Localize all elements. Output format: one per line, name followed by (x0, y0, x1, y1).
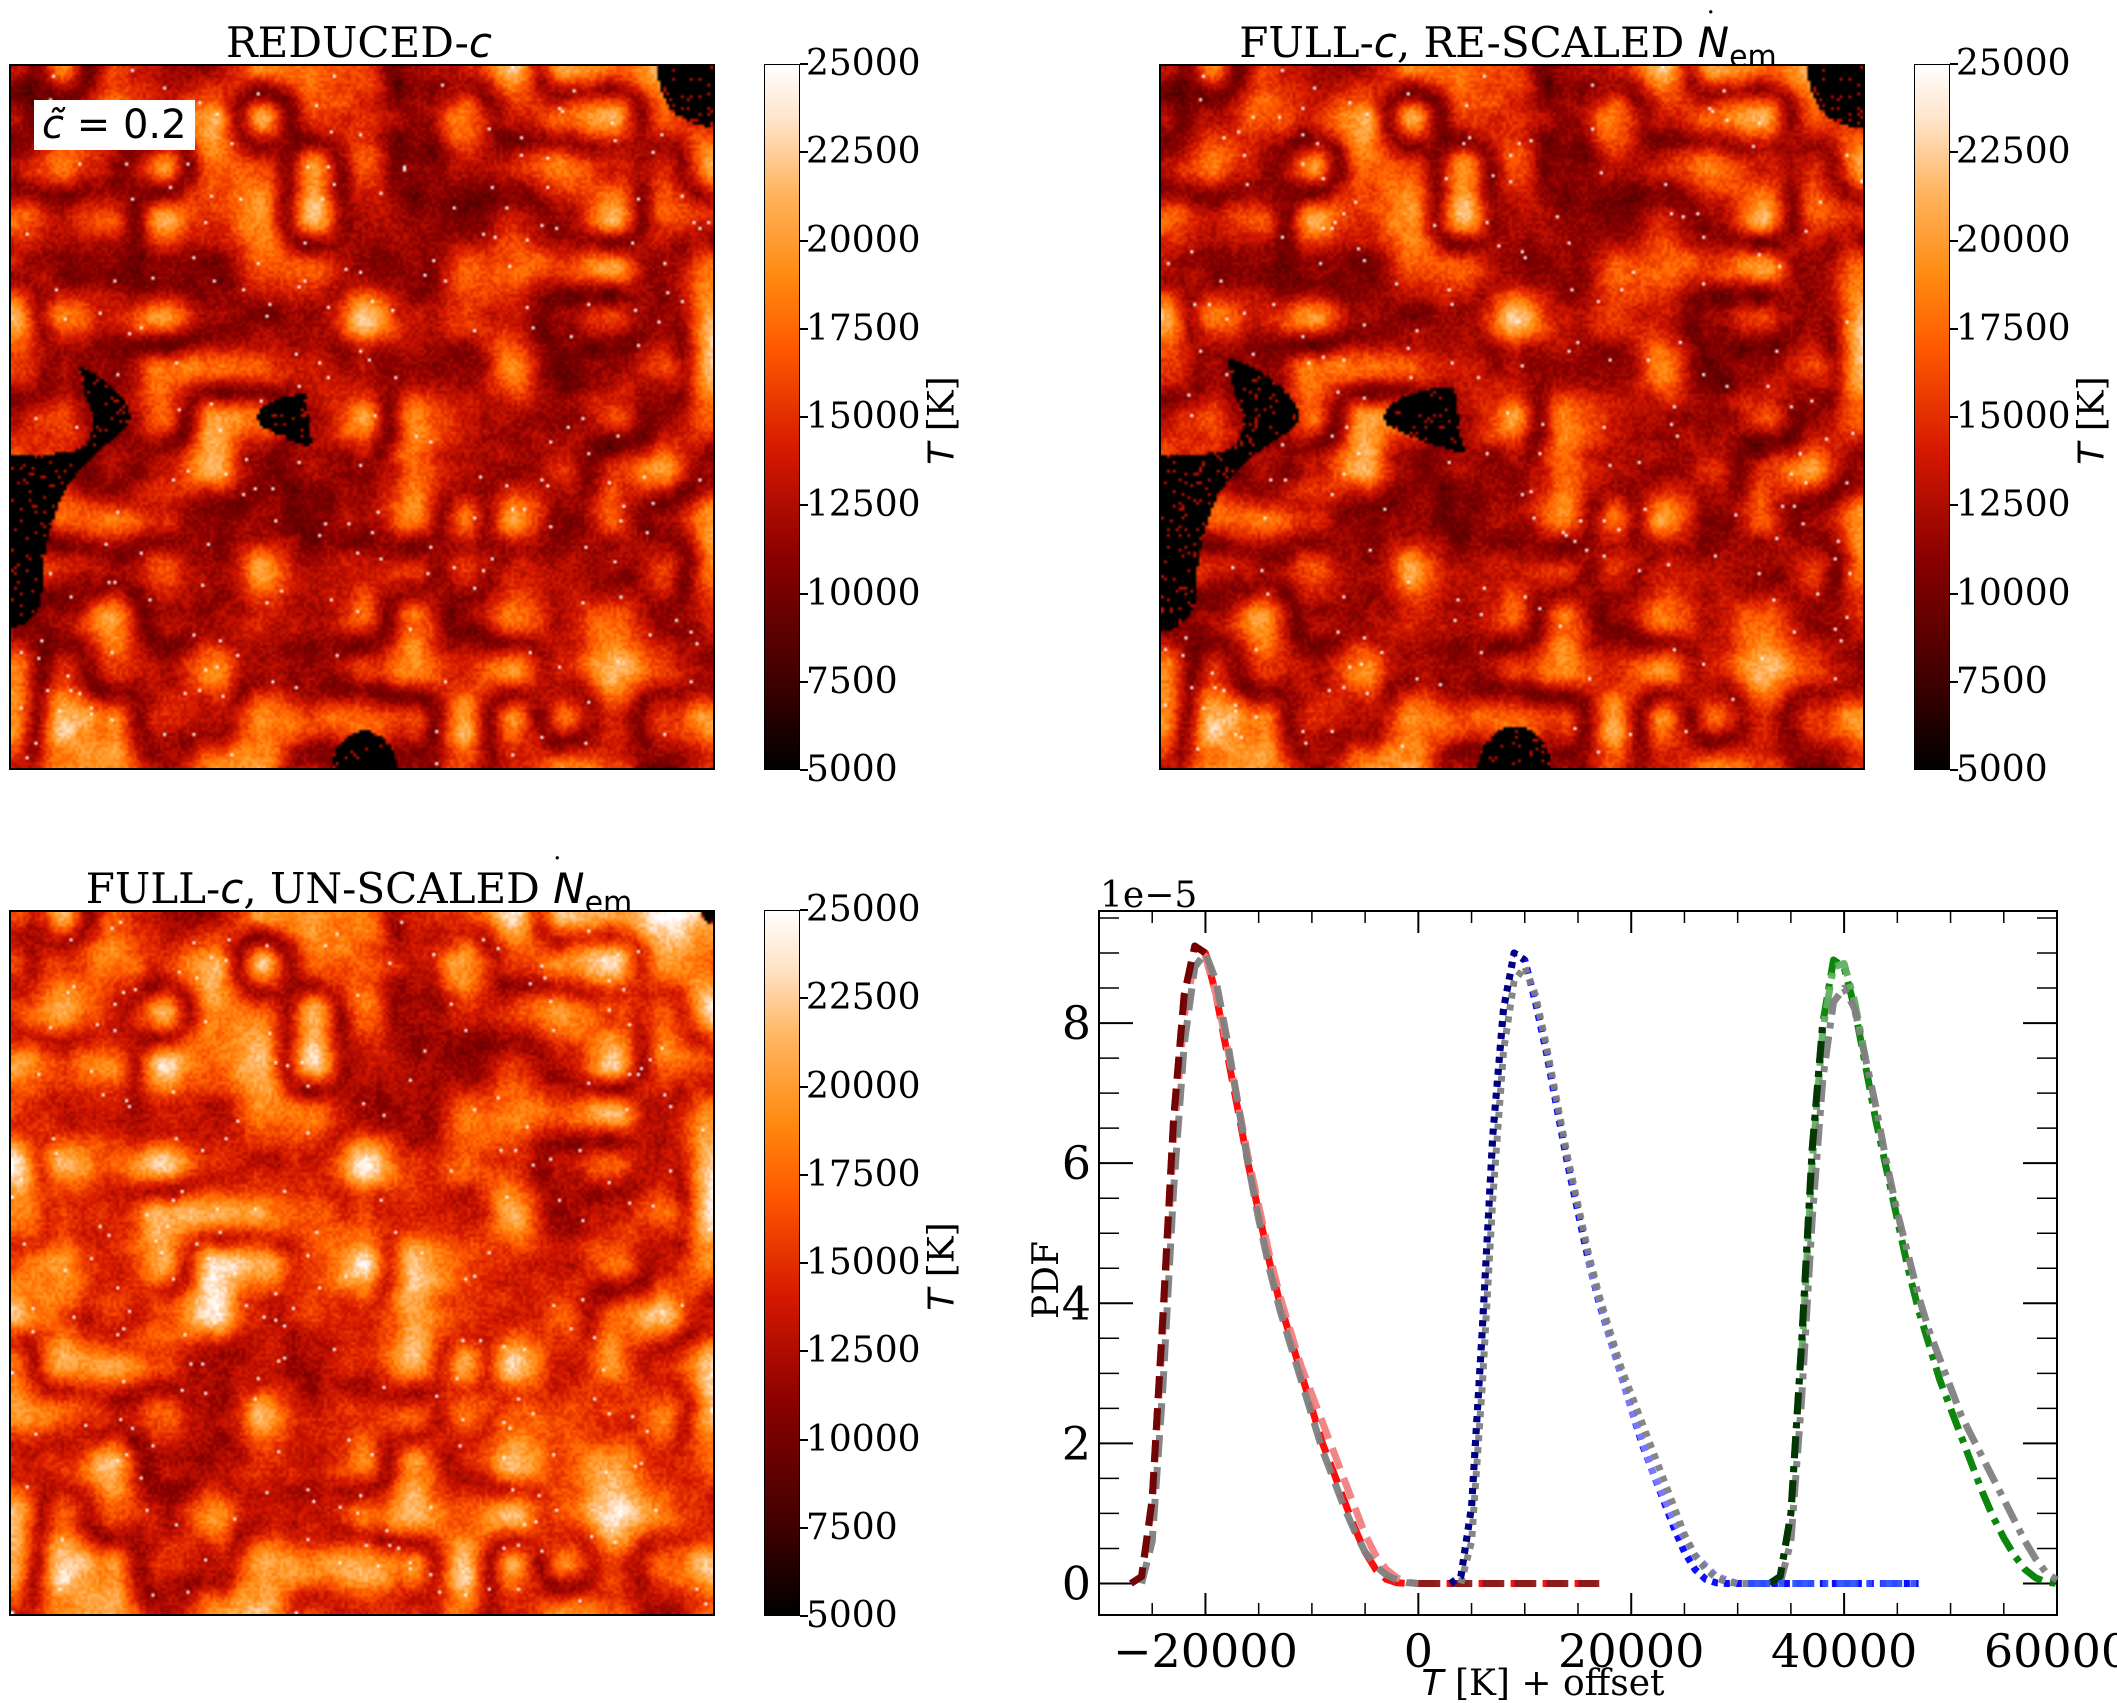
colorbar-tick-mark (800, 1438, 808, 1441)
colorbar-tick-mark (800, 416, 808, 418)
series-line (1448, 949, 1527, 1587)
series-line (1767, 1022, 1827, 1587)
colorbar-tick-label: 10000 (806, 1418, 921, 1460)
x-axis-label: T [K] + offset (1422, 1663, 1666, 1703)
temperature-map-reduced-c (9, 64, 715, 770)
series-line (1128, 942, 1600, 1587)
colorbar-tick-mark (1950, 327, 1958, 330)
colorbar-tick-mark (1950, 239, 1958, 242)
colorbar-tick-label: 5000 (1956, 749, 2048, 790)
colorbar-tick-mark (800, 63, 808, 65)
colorbar-tick-label: 20000 (806, 219, 921, 261)
x-tick-label: 40000 (1771, 1624, 1917, 1678)
colorbar-tick-label: 17500 (806, 307, 921, 349)
map-title-full-c-unscaled: FULL-c, UN-SCALED Nem ˙ (85, 852, 633, 921)
colorbar-tick-mark (1950, 416, 1958, 418)
colorbar-gradient (764, 910, 800, 1616)
y-tick-label: 6 (1062, 1136, 1091, 1190)
colorbar-tick-label: 12500 (1956, 484, 2071, 526)
nem-symbol: N (553, 864, 585, 913)
colorbar-tick-mark (800, 1615, 808, 1617)
colorbar-tick-label: 7500 (806, 1506, 898, 1548)
colorbar-tick-label: 15000 (806, 396, 921, 437)
colorbar-tick-label: 5000 (806, 749, 898, 790)
colorbar-tick-label: 25000 (1956, 43, 2071, 84)
y-tick-label: 2 (1062, 1416, 1091, 1470)
colorbar-tick-label: 15000 (1956, 396, 2071, 437)
y-tick-label: 0 (1062, 1556, 1091, 1610)
colorbar-tick-mark (800, 769, 808, 771)
colorbar-tick-mark (800, 680, 808, 683)
nem-symbol: N (1697, 18, 1730, 67)
temperature-map-full-c-rescaled (1159, 64, 1865, 770)
series-line (1128, 953, 1419, 1587)
x-tick-label: −20000 (1113, 1624, 1298, 1678)
colorbar-tick-mark (800, 1173, 808, 1176)
colorbar-tick-label: 17500 (806, 1153, 921, 1195)
colorbar-tick-mark (800, 1350, 808, 1353)
colorbar-tick-mark (800, 1526, 808, 1529)
colorbar-tick-mark (1950, 151, 1958, 154)
colorbar-tick-mark (800, 239, 808, 242)
temperature-map-full-c-unscaled (9, 910, 715, 1616)
colorbar-tick-label: 7500 (806, 660, 898, 702)
x-tick-label: 60000 (1984, 1624, 2117, 1678)
colorbar-tick-mark (800, 592, 808, 595)
colorbar-tick-label: 17500 (1956, 307, 2071, 349)
y-tick-label: 8 (1062, 996, 1091, 1050)
dot-accent: ˙ (1703, 6, 1719, 41)
colorbar-tick-label: 12500 (806, 484, 921, 526)
colorbar-tick-label: 5000 (806, 1595, 898, 1636)
colorbar-tick-label: 12500 (806, 1330, 921, 1372)
map-title-full-c-rescaled: FULL-c, RE-SCALED Nem ˙ (1239, 6, 1777, 75)
y-axis-label: PDF (1026, 1241, 1067, 1319)
colorbar-tick-label: 25000 (806, 889, 921, 930)
colorbar-tick-label: 22500 (1956, 131, 2071, 173)
colorbar-tick-label: 22500 (806, 977, 921, 1019)
colorbar-tick-label: 7500 (1956, 660, 2048, 702)
x-tick-label: 0 (1404, 1624, 1433, 1678)
series-line (1585, 1260, 1739, 1587)
x-tick-label: 20000 (1558, 1624, 1704, 1678)
c-tilde-annotation: c̃ = 0.2 (34, 100, 195, 150)
y-tick-label: 4 (1062, 1276, 1091, 1330)
colorbar-tick-label: 20000 (1956, 219, 2071, 261)
series-line (1128, 942, 1208, 1587)
colorbar-tick-label: 15000 (806, 1242, 921, 1283)
y-scale-label: 1e−5 (1100, 875, 1197, 916)
dot-accent: ˙ (549, 852, 565, 887)
colorbar-tick-label: 22500 (806, 131, 921, 173)
map-title-reduced-c: REDUCED-c (226, 18, 492, 67)
colorbar-tick-label: 20000 (806, 1065, 921, 1107)
series-line (1457, 963, 1749, 1587)
colorbar-tick-mark (1950, 592, 1958, 595)
colorbar-gradient (1914, 64, 1950, 770)
colorbar-tick-label: 10000 (806, 572, 921, 614)
colorbar-tick-mark (1950, 769, 1958, 771)
colorbar-tick-mark (800, 1262, 808, 1264)
colorbar-tick-mark (1950, 504, 1958, 507)
colorbar-tick-mark (1950, 63, 1958, 65)
colorbar-tick-mark (800, 151, 808, 154)
series-line (1776, 984, 2059, 1585)
colorbar-tick-mark (800, 504, 808, 507)
colorbar-tick-mark (800, 997, 808, 1000)
colorbar-tick-mark (800, 909, 808, 911)
series-line (1138, 949, 1419, 1587)
colorbar-tick-label: 10000 (1956, 572, 2071, 614)
colorbar-tick-mark (1950, 680, 1958, 683)
colorbar-tick-mark (800, 327, 808, 330)
series-line (1448, 949, 1919, 1587)
colorbar-tick-mark (800, 1085, 808, 1088)
colorbar-tick-label: 25000 (806, 43, 921, 84)
colorbar-gradient (764, 64, 800, 770)
